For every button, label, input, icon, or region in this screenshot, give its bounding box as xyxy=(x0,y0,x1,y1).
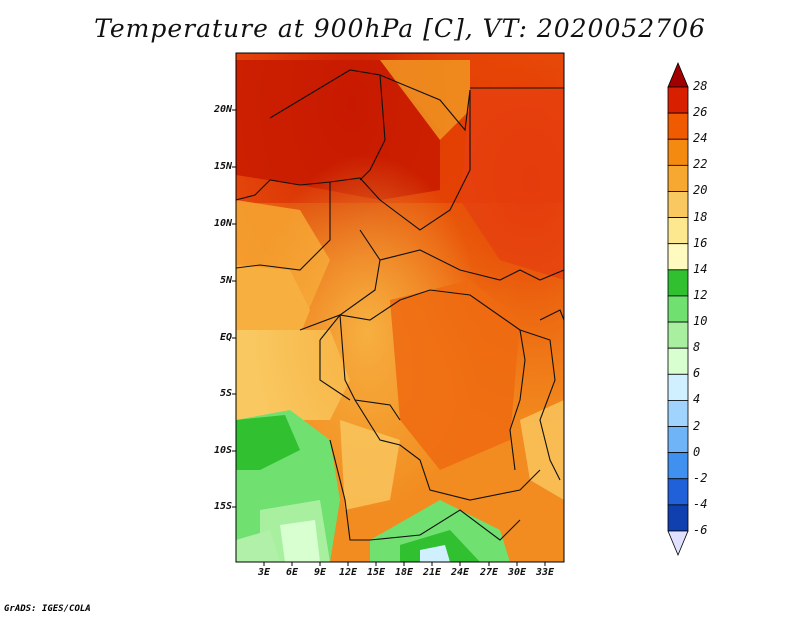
lat-label-10s: 10S xyxy=(213,445,232,456)
lat-label-5n: 5N xyxy=(219,275,232,286)
lon-label-3e: 3E xyxy=(257,567,271,578)
colorbar-label: 10 xyxy=(693,314,708,329)
lat-label-eq: EQ xyxy=(219,332,232,343)
colorbar-segment xyxy=(667,426,689,454)
colorbar-top-arrow xyxy=(667,61,689,88)
colorbar-segment xyxy=(667,86,689,114)
lat-label-15n: 15N xyxy=(213,161,232,172)
colorbar-label: 4 xyxy=(693,392,701,407)
lon-label-6e: 6E xyxy=(285,567,299,578)
colorbar-label: -4 xyxy=(693,496,708,511)
colorbar-segment xyxy=(667,504,689,532)
lat-label-10n: 10N xyxy=(213,218,232,229)
colorbar-segment xyxy=(667,191,689,218)
footer-credit: GrADS: IGES/COLA xyxy=(4,604,91,614)
colorbar-label: 26 xyxy=(693,105,708,120)
lat-label-5s: 5S xyxy=(219,388,232,399)
lon-label-33e: 33E xyxy=(535,567,555,578)
colorbar-label: 18 xyxy=(693,209,708,224)
lon-label-9e: 9E xyxy=(313,567,327,578)
chart-title: Temperature at 900hPa [C], VT: 202005270… xyxy=(94,14,706,43)
colorbar-segment xyxy=(667,243,689,271)
lon-ticks xyxy=(263,562,546,566)
colorbar-segment xyxy=(667,217,689,245)
colorbar-label: 20 xyxy=(693,183,708,198)
colorbar-label: -6 xyxy=(693,523,708,537)
lon-label-18e: 18E xyxy=(394,567,414,578)
colorbar-label: 8 xyxy=(693,340,701,355)
colorbar-segment xyxy=(667,347,689,375)
colorbar-segment xyxy=(667,138,689,166)
colorbar-label: 28 xyxy=(693,79,708,93)
lon-label-21e: 21E xyxy=(422,567,442,578)
colorbar-label: 6 xyxy=(693,366,701,381)
colorbar-segment xyxy=(667,452,689,480)
lon-label-12e: 12E xyxy=(338,567,358,578)
colorbar-label: 14 xyxy=(693,261,708,276)
colorbar-segment xyxy=(667,164,689,192)
colorbar-segment xyxy=(667,400,689,427)
lon-label-15e: 15E xyxy=(366,567,386,578)
colorbar-label: 24 xyxy=(693,131,708,146)
colorbar xyxy=(667,61,689,557)
colorbar-label: 12 xyxy=(693,287,708,302)
colorbar-segment xyxy=(667,112,689,140)
colorbar-label: -2 xyxy=(693,470,708,485)
lat-ticks xyxy=(232,109,236,508)
temperature-field xyxy=(236,53,564,562)
colorbar-segment xyxy=(667,373,689,401)
colorbar-label: 16 xyxy=(693,235,708,250)
colorbar-segment xyxy=(667,321,689,349)
colorbar-bottom-arrow xyxy=(667,530,689,557)
colorbar-segment xyxy=(667,478,689,506)
colorbar-label: 2 xyxy=(693,418,701,433)
map-frame xyxy=(235,52,565,563)
colorbar-label: 0 xyxy=(693,444,701,459)
colorbar-segment xyxy=(667,269,689,297)
colorbar-segment xyxy=(667,295,689,323)
lat-label-20n: 20N xyxy=(213,104,232,115)
lon-label-27e: 27E xyxy=(479,567,499,578)
lat-label-15s: 15S xyxy=(213,501,232,512)
lon-label-30e: 30E xyxy=(507,567,527,578)
colorbar-label: 22 xyxy=(693,157,708,172)
lon-label-24e: 24E xyxy=(450,567,470,578)
